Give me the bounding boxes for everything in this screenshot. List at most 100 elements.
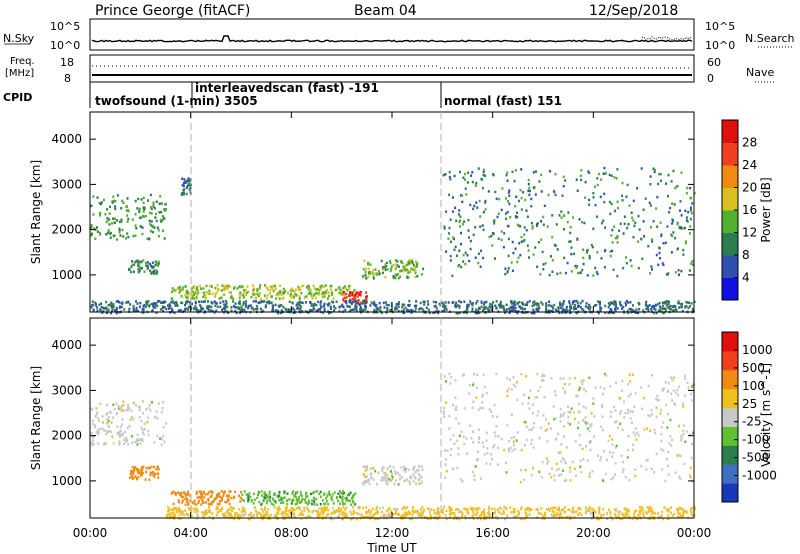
velocity-cell-5 xyxy=(551,506,554,510)
velocity-cell-3 xyxy=(265,494,268,497)
power-cell-6 xyxy=(607,311,610,314)
velocity-cell-6 xyxy=(656,399,659,402)
power-cell-1 xyxy=(155,269,158,272)
power-cell-7 xyxy=(567,211,570,214)
velocity-cell-6 xyxy=(612,476,615,479)
power-cell-7 xyxy=(510,261,513,264)
velocity-cell-6 xyxy=(616,426,619,430)
power-cell-6 xyxy=(662,301,665,305)
velocity-cell-5 xyxy=(369,510,372,513)
power-cell-6 xyxy=(571,302,574,305)
power-cell-7 xyxy=(514,215,517,218)
velocity-cell-5 xyxy=(525,515,528,518)
power-cell-3 xyxy=(293,296,296,299)
velocity-cell-4 xyxy=(386,473,389,477)
velocity-cell-6 xyxy=(628,478,631,482)
velocity-cell-3 xyxy=(305,495,308,499)
velocity-cell-5 xyxy=(484,514,487,517)
velocity-cell-6 xyxy=(563,435,566,438)
velocity-cell-0 xyxy=(156,417,159,420)
power-cell-3 xyxy=(348,287,351,290)
power-cell-7 xyxy=(562,184,565,188)
velocity-cell-0 xyxy=(101,427,104,430)
power-cell-6 xyxy=(354,303,357,306)
power-cell-6 xyxy=(614,309,617,312)
velocity-cell-6 xyxy=(537,410,540,413)
power-cell-7 xyxy=(652,220,655,223)
velocity-cell-3 xyxy=(342,501,345,505)
velocity-cell-4 xyxy=(402,468,405,472)
power-cell-6 xyxy=(426,300,429,303)
power-cell-3 xyxy=(245,293,248,297)
power-cell-6 xyxy=(486,307,489,310)
power-cell-6 xyxy=(457,312,460,315)
velocity-cell-6 xyxy=(669,418,672,422)
velocity-cell-6 xyxy=(546,462,549,465)
velocity-cell-5 xyxy=(412,511,415,514)
velocity-cell-2 xyxy=(210,503,213,506)
velocity-cell-5 xyxy=(551,509,554,513)
velocity-cell-5 xyxy=(428,511,431,514)
velocity-cell-4 xyxy=(415,482,418,485)
power-cell-7 xyxy=(528,186,531,190)
power-cell-1 xyxy=(136,259,139,262)
power-cell-4 xyxy=(355,291,358,294)
power-cell-7 xyxy=(533,186,536,189)
velocity-cell-2 xyxy=(206,493,209,496)
velocity-cell-5 xyxy=(451,512,454,515)
velocity-cell-3 xyxy=(341,495,344,498)
velocity-cell-5 xyxy=(400,515,403,518)
power-cell-6 xyxy=(329,305,332,308)
nsky-tick-top: 10^5 xyxy=(50,20,80,33)
power-cell-2 xyxy=(185,186,188,189)
velocity-cell-5 xyxy=(322,510,325,514)
velocity-cell-6 xyxy=(489,463,492,466)
velocity-cell-5 xyxy=(278,505,281,509)
power-cell-7 xyxy=(650,238,653,241)
power-cell-0 xyxy=(126,197,129,200)
power-cell-7 xyxy=(524,198,527,202)
velocity-cell-5 xyxy=(382,506,384,510)
velocity-cell-6 xyxy=(603,387,606,390)
velocity-cell-0 xyxy=(145,408,148,411)
velocity-cell-5 xyxy=(560,509,563,512)
power-cell-6 xyxy=(311,303,314,306)
power-cell-7 xyxy=(691,260,694,263)
power-cell-6 xyxy=(374,303,376,306)
velocity-cell-2 xyxy=(233,495,236,499)
velocity-cell-6 xyxy=(664,479,667,483)
velocity-cell-0 xyxy=(123,409,126,412)
power-cell-6 xyxy=(313,302,316,306)
power-cell-7 xyxy=(459,225,461,228)
velocity-cell-5 xyxy=(234,514,237,518)
velocity-cell-5 xyxy=(203,511,206,514)
power-cell-6 xyxy=(626,299,628,303)
power-cell-0 xyxy=(114,207,117,211)
velocity-cell-2 xyxy=(177,491,179,494)
power-cell-7 xyxy=(522,191,524,194)
velocity-cell-5 xyxy=(472,511,475,515)
velocity-cell-0 xyxy=(94,424,96,427)
power-cell-6 xyxy=(374,305,377,308)
power-cell-3 xyxy=(216,289,219,293)
power-cell-7 xyxy=(474,226,477,229)
velocity-cell-6 xyxy=(586,422,589,425)
velocity-cell-5 xyxy=(343,511,346,514)
power-cell-6 xyxy=(312,306,315,309)
power-cell-0 xyxy=(106,216,109,220)
velocity-cell-5 xyxy=(185,512,188,516)
velocity-cell-5 xyxy=(290,506,293,509)
velocity-cell-3 xyxy=(323,502,326,506)
power-cell-6 xyxy=(402,308,405,312)
velocity-cell-5 xyxy=(505,507,508,511)
power-cell-7 xyxy=(452,196,454,199)
velocity-cell-5 xyxy=(554,514,557,517)
power-cell-6 xyxy=(530,311,533,315)
power-cell-7 xyxy=(617,206,619,210)
velocity-cell-6 xyxy=(627,395,630,398)
velocity-cell-6 xyxy=(523,444,526,447)
power-cell-3 xyxy=(178,291,181,294)
power-cell-7 xyxy=(460,265,463,269)
power-cell-6 xyxy=(652,311,655,315)
power-cell-6 xyxy=(346,305,349,308)
